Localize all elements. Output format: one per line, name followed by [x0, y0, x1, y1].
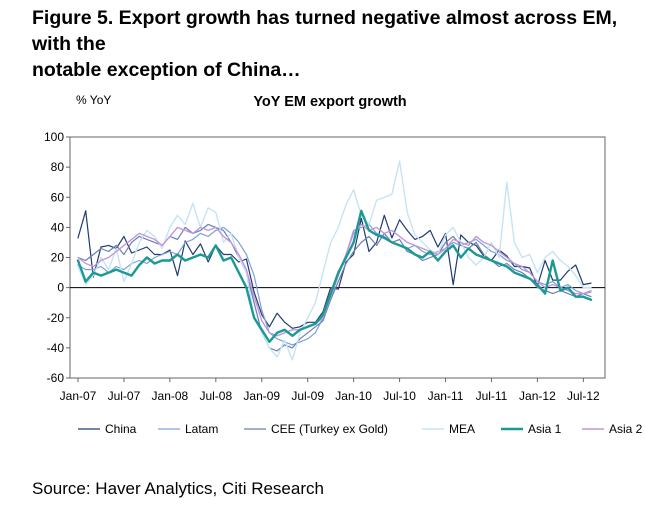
figure-title: Figure 5. Export growth has turned negat… [32, 5, 632, 83]
legend-label-asia-1: Asia 1 [528, 422, 562, 436]
y-tick-label: -20 [47, 311, 65, 325]
legend-label-latam: Latam [185, 422, 218, 436]
x-tick-label: Jul-12 [567, 389, 600, 403]
y-tick-label: -40 [47, 341, 65, 355]
x-tick-label: Jul-08 [199, 389, 232, 403]
x-tick-label: Jan-08 [152, 389, 189, 403]
x-tick-label: Jan-12 [519, 389, 556, 403]
x-tick-label: Jan-07 [60, 389, 97, 403]
legend-label-asia-2: Asia 2 [609, 422, 643, 436]
legend-label-cee-turkey-ex-gold: CEE (Turkey ex Gold) [271, 422, 388, 436]
x-tick-label: Jan-10 [335, 389, 372, 403]
legend-label-china: China [105, 422, 137, 436]
y-axis: 100 80 60 40 20 0 -20 -40 -60 [44, 130, 70, 385]
x-axis: Jan-07 Jul-07 Jan-08 Jul-08 Jan-09 Jul-09 Jan-… [60, 378, 600, 403]
y-tick-label: 60 [51, 190, 65, 204]
source-note: Source: Haver Analytics, Citi Research [32, 479, 324, 498]
y-tick-label: 20 [51, 251, 65, 265]
plot-area [69, 136, 606, 379]
y-tick-label: 80 [51, 160, 65, 174]
y-tick-label: 0 [57, 281, 64, 295]
y-axis-unit-label: % YoY [76, 93, 111, 107]
series-line-asia-1 [76, 209, 593, 344]
y-tick-label: 40 [51, 220, 65, 234]
x-tick-label: Jan-11 [428, 389, 464, 403]
y-tick-label: 100 [44, 130, 64, 144]
series-line-mea [77, 160, 592, 361]
legend: China Latam CEE (Turkey ex Gold) MEA Asia 1 A… [78, 422, 643, 436]
x-tick-label: Jul-09 [291, 389, 324, 403]
figure-title-line-2: notable exception of China… [32, 59, 301, 81]
legend-label-mea: MEA [449, 422, 475, 436]
chart-title: YoY EM export growth [253, 94, 406, 110]
y-tick-label: -60 [47, 371, 65, 385]
x-tick-label: Jul-11 [476, 389, 508, 403]
figure-title-line-1: Figure 5. Export growth has turned negat… [32, 7, 618, 55]
x-tick-label: Jul-10 [383, 389, 416, 403]
x-tick-label: Jul-07 [108, 389, 141, 403]
x-tick-label: Jan-09 [243, 389, 280, 403]
series-lines [76, 160, 593, 361]
